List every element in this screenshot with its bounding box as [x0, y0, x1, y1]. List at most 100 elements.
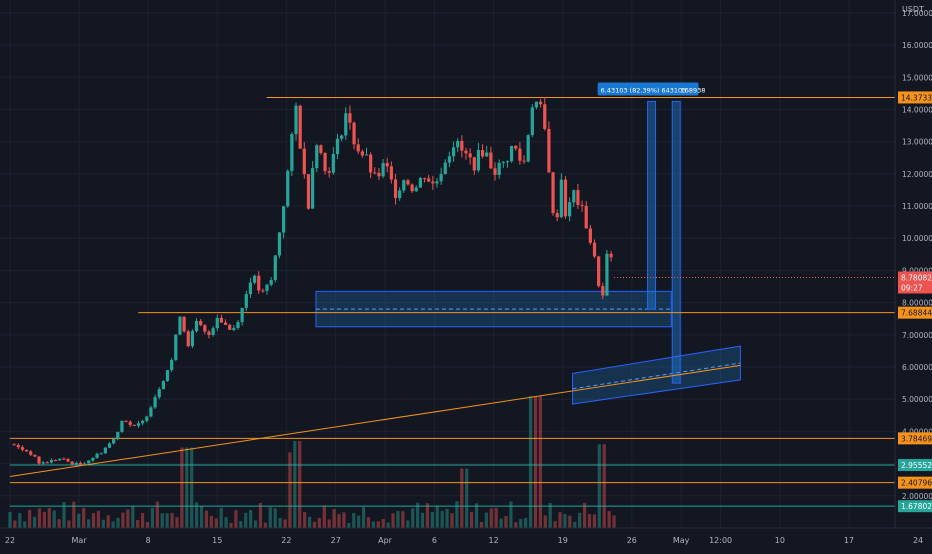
volume-bar	[607, 511, 611, 528]
candle-body	[20, 447, 25, 450]
candle-body	[381, 163, 385, 177]
volume-bar	[602, 444, 606, 528]
volume-bar	[96, 510, 100, 528]
candle-body	[410, 184, 414, 192]
candle-body	[248, 282, 253, 295]
candle-body	[87, 460, 91, 464]
volume-bar	[170, 513, 174, 528]
candle-body	[91, 457, 95, 461]
x-tick-label: Mar	[72, 536, 88, 545]
candle-body	[132, 424, 136, 426]
candle-body	[74, 462, 78, 465]
candle-body	[377, 172, 381, 177]
volume-bar	[420, 512, 425, 528]
volume-bar	[263, 522, 267, 528]
volume-bar	[573, 521, 577, 528]
candle-body	[53, 459, 58, 461]
volume-bar	[249, 509, 253, 528]
candle-body	[443, 162, 447, 175]
candle-body	[16, 445, 20, 448]
x-tick-label: 8	[146, 536, 151, 545]
volume-bar	[479, 522, 484, 528]
volume-bar	[185, 447, 189, 528]
volume-bar	[278, 517, 282, 528]
candle-body	[572, 190, 576, 203]
candle-body	[451, 147, 456, 157]
candle-body	[568, 202, 572, 217]
volume-bar	[597, 444, 601, 528]
volume-bar	[386, 522, 390, 528]
candle-body	[319, 145, 323, 153]
candle-body	[480, 150, 485, 157]
candle-body	[439, 174, 443, 182]
volume-bar	[337, 514, 341, 528]
candle-body	[402, 180, 406, 191]
candle-body	[501, 161, 505, 163]
volume-bar	[460, 468, 464, 528]
x-tick-label: 10	[775, 536, 785, 545]
y-tick-label: 10.00000	[902, 234, 932, 243]
candle-body	[485, 152, 489, 157]
candle-body	[580, 204, 584, 206]
volume-bar	[131, 506, 135, 528]
candle-body	[311, 168, 315, 209]
volume-bar	[209, 515, 213, 528]
x-tick-label: 22	[281, 536, 291, 545]
price-tag-label: 7.68844	[901, 309, 932, 318]
drawing-zones[interactable]	[315, 100, 741, 405]
y-tick-label: 7.00000	[902, 331, 932, 340]
volume-bar	[268, 507, 272, 528]
candle-body	[290, 134, 294, 171]
y-tick-label: 13.00000	[902, 138, 932, 147]
volume-bar	[391, 513, 395, 528]
x-tick-label: 17	[844, 536, 854, 545]
candle-body	[95, 453, 99, 458]
candle-body	[37, 456, 41, 464]
candle-body	[352, 122, 356, 145]
currency-label: USDT	[902, 5, 924, 14]
volume-bar	[28, 509, 32, 528]
candle-body	[601, 286, 605, 296]
candle-body	[563, 179, 568, 217]
volume-bar	[406, 520, 410, 528]
candle-body	[418, 178, 422, 188]
volume-bar	[82, 508, 86, 528]
volume-bar	[253, 520, 258, 528]
x-tick-label: 27	[331, 536, 341, 545]
candle-body	[584, 205, 588, 229]
volume-bar	[298, 441, 302, 528]
volume-bar	[72, 501, 76, 528]
current-price-label: 8.78082	[901, 273, 932, 282]
price-tag-label: 14.37334	[901, 93, 932, 102]
volume-bar	[283, 519, 287, 528]
measure-label-text2: 168938	[681, 87, 706, 95]
candle-body	[389, 166, 393, 180]
candle-body	[530, 107, 534, 136]
volume-bar	[361, 507, 366, 528]
candle-body	[215, 317, 219, 329]
candle-body	[335, 138, 340, 154]
volume-bar	[528, 396, 533, 528]
candle-body	[49, 459, 54, 463]
volume-bar	[288, 452, 292, 528]
candle-body	[170, 359, 174, 371]
volume-bar	[558, 512, 562, 528]
y-tick-label: 11.00000	[902, 202, 932, 211]
x-tick-label: 15	[212, 536, 222, 545]
candle-body	[302, 148, 306, 175]
candle-body	[414, 187, 418, 192]
drawing-lines[interactable]	[9, 96, 895, 507]
candle-body	[277, 232, 282, 256]
volume-bar	[474, 503, 479, 528]
candle-body	[373, 172, 377, 174]
volume-bar	[332, 509, 336, 528]
volume-bar	[455, 501, 459, 528]
volume-bar	[175, 517, 179, 528]
volume-bar	[470, 511, 474, 528]
volume-bar	[244, 512, 248, 528]
volume-bar	[57, 519, 61, 528]
candle-body	[493, 168, 497, 175]
candle-body	[107, 443, 112, 448]
candle-body	[543, 104, 547, 129]
